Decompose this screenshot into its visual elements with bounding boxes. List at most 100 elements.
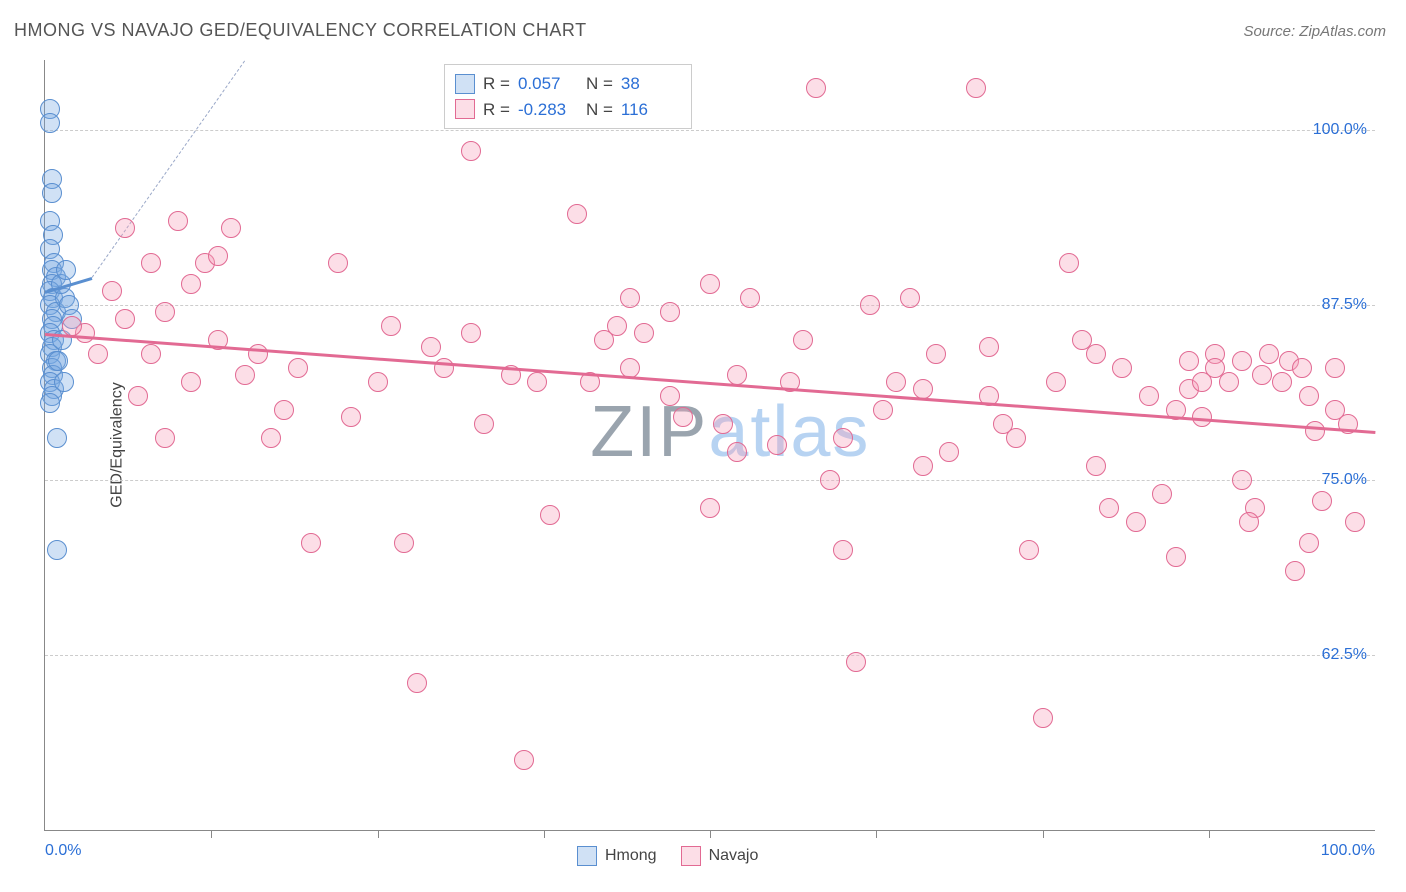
gridline — [45, 130, 1375, 131]
data-point — [620, 288, 640, 308]
legend-item: Hmong — [577, 846, 657, 866]
source-credit: Source: ZipAtlas.com — [1243, 23, 1386, 40]
data-point — [54, 372, 74, 392]
data-point — [900, 288, 920, 308]
stat-label: R = — [483, 71, 510, 97]
data-point — [168, 211, 188, 231]
data-point — [1139, 386, 1159, 406]
data-point — [833, 540, 853, 560]
data-point — [235, 365, 255, 385]
data-point — [115, 309, 135, 329]
data-point — [40, 113, 60, 133]
data-point — [1312, 491, 1332, 511]
x-tick — [1209, 830, 1210, 838]
gridline — [45, 480, 1375, 481]
stat-label: N = — [586, 71, 613, 97]
stat-label: N = — [586, 97, 613, 123]
data-point — [301, 533, 321, 553]
data-point — [1179, 351, 1199, 371]
data-point — [913, 456, 933, 476]
stats-row: R =0.057N =38 — [455, 71, 681, 97]
data-point — [155, 428, 175, 448]
data-point — [700, 498, 720, 518]
data-point — [886, 372, 906, 392]
data-point — [979, 337, 999, 357]
data-point — [261, 428, 281, 448]
data-point — [56, 260, 76, 280]
data-point — [1192, 372, 1212, 392]
stats-box: R =0.057N =38R =-0.283N =116 — [444, 64, 692, 129]
data-point — [1059, 253, 1079, 273]
data-point — [1232, 351, 1252, 371]
data-point — [1285, 561, 1305, 581]
gridline — [45, 305, 1375, 306]
y-tick-label: 100.0% — [1313, 121, 1367, 139]
data-point — [1166, 547, 1186, 567]
data-point — [1033, 708, 1053, 728]
data-point — [1126, 512, 1146, 532]
data-point — [141, 344, 161, 364]
x-tick — [544, 830, 545, 838]
data-point — [767, 435, 787, 455]
legend-label: Hmong — [605, 847, 657, 865]
x-tick — [710, 830, 711, 838]
data-point — [939, 442, 959, 462]
y-axis-label: GED/Equivalency — [109, 382, 127, 507]
data-point — [660, 302, 680, 322]
trend-line — [91, 60, 245, 278]
legend-swatch — [577, 846, 597, 866]
data-point — [806, 78, 826, 98]
x-max-label: 100.0% — [1321, 842, 1375, 860]
data-point — [40, 393, 60, 413]
data-point — [474, 414, 494, 434]
data-point — [673, 407, 693, 427]
data-point — [1272, 372, 1292, 392]
data-point — [966, 78, 986, 98]
data-point — [1086, 456, 1106, 476]
x-tick — [211, 830, 212, 838]
data-point — [1305, 421, 1325, 441]
data-point — [1299, 386, 1319, 406]
data-point — [62, 316, 82, 336]
data-point — [47, 540, 67, 560]
data-point — [274, 400, 294, 420]
data-point — [181, 274, 201, 294]
legend-swatch — [455, 99, 475, 119]
data-point — [128, 386, 148, 406]
stat-r-value: -0.283 — [518, 97, 578, 123]
data-point — [115, 218, 135, 238]
data-point — [1086, 344, 1106, 364]
data-point — [1325, 358, 1345, 378]
gridline — [45, 655, 1375, 656]
data-point — [47, 428, 67, 448]
data-point — [407, 673, 427, 693]
data-point — [833, 428, 853, 448]
data-point — [221, 218, 241, 238]
data-point — [1345, 512, 1365, 532]
data-point — [567, 204, 587, 224]
data-point — [1152, 484, 1172, 504]
data-point — [88, 344, 108, 364]
legend-swatch — [455, 74, 475, 94]
data-point — [1252, 365, 1272, 385]
data-point — [1099, 498, 1119, 518]
data-point — [700, 274, 720, 294]
data-point — [461, 323, 481, 343]
data-point — [181, 372, 201, 392]
data-point — [540, 505, 560, 525]
data-point — [1046, 372, 1066, 392]
x-tick — [378, 830, 379, 838]
data-point — [341, 407, 361, 427]
data-point — [421, 337, 441, 357]
data-point — [1232, 470, 1252, 490]
data-point — [793, 330, 813, 350]
data-point — [727, 365, 747, 385]
data-point — [926, 344, 946, 364]
data-point — [740, 288, 760, 308]
legend-swatch — [681, 846, 701, 866]
data-point — [248, 344, 268, 364]
data-point — [208, 246, 228, 266]
stat-label: R = — [483, 97, 510, 123]
data-point — [1239, 512, 1259, 532]
data-point — [660, 386, 680, 406]
